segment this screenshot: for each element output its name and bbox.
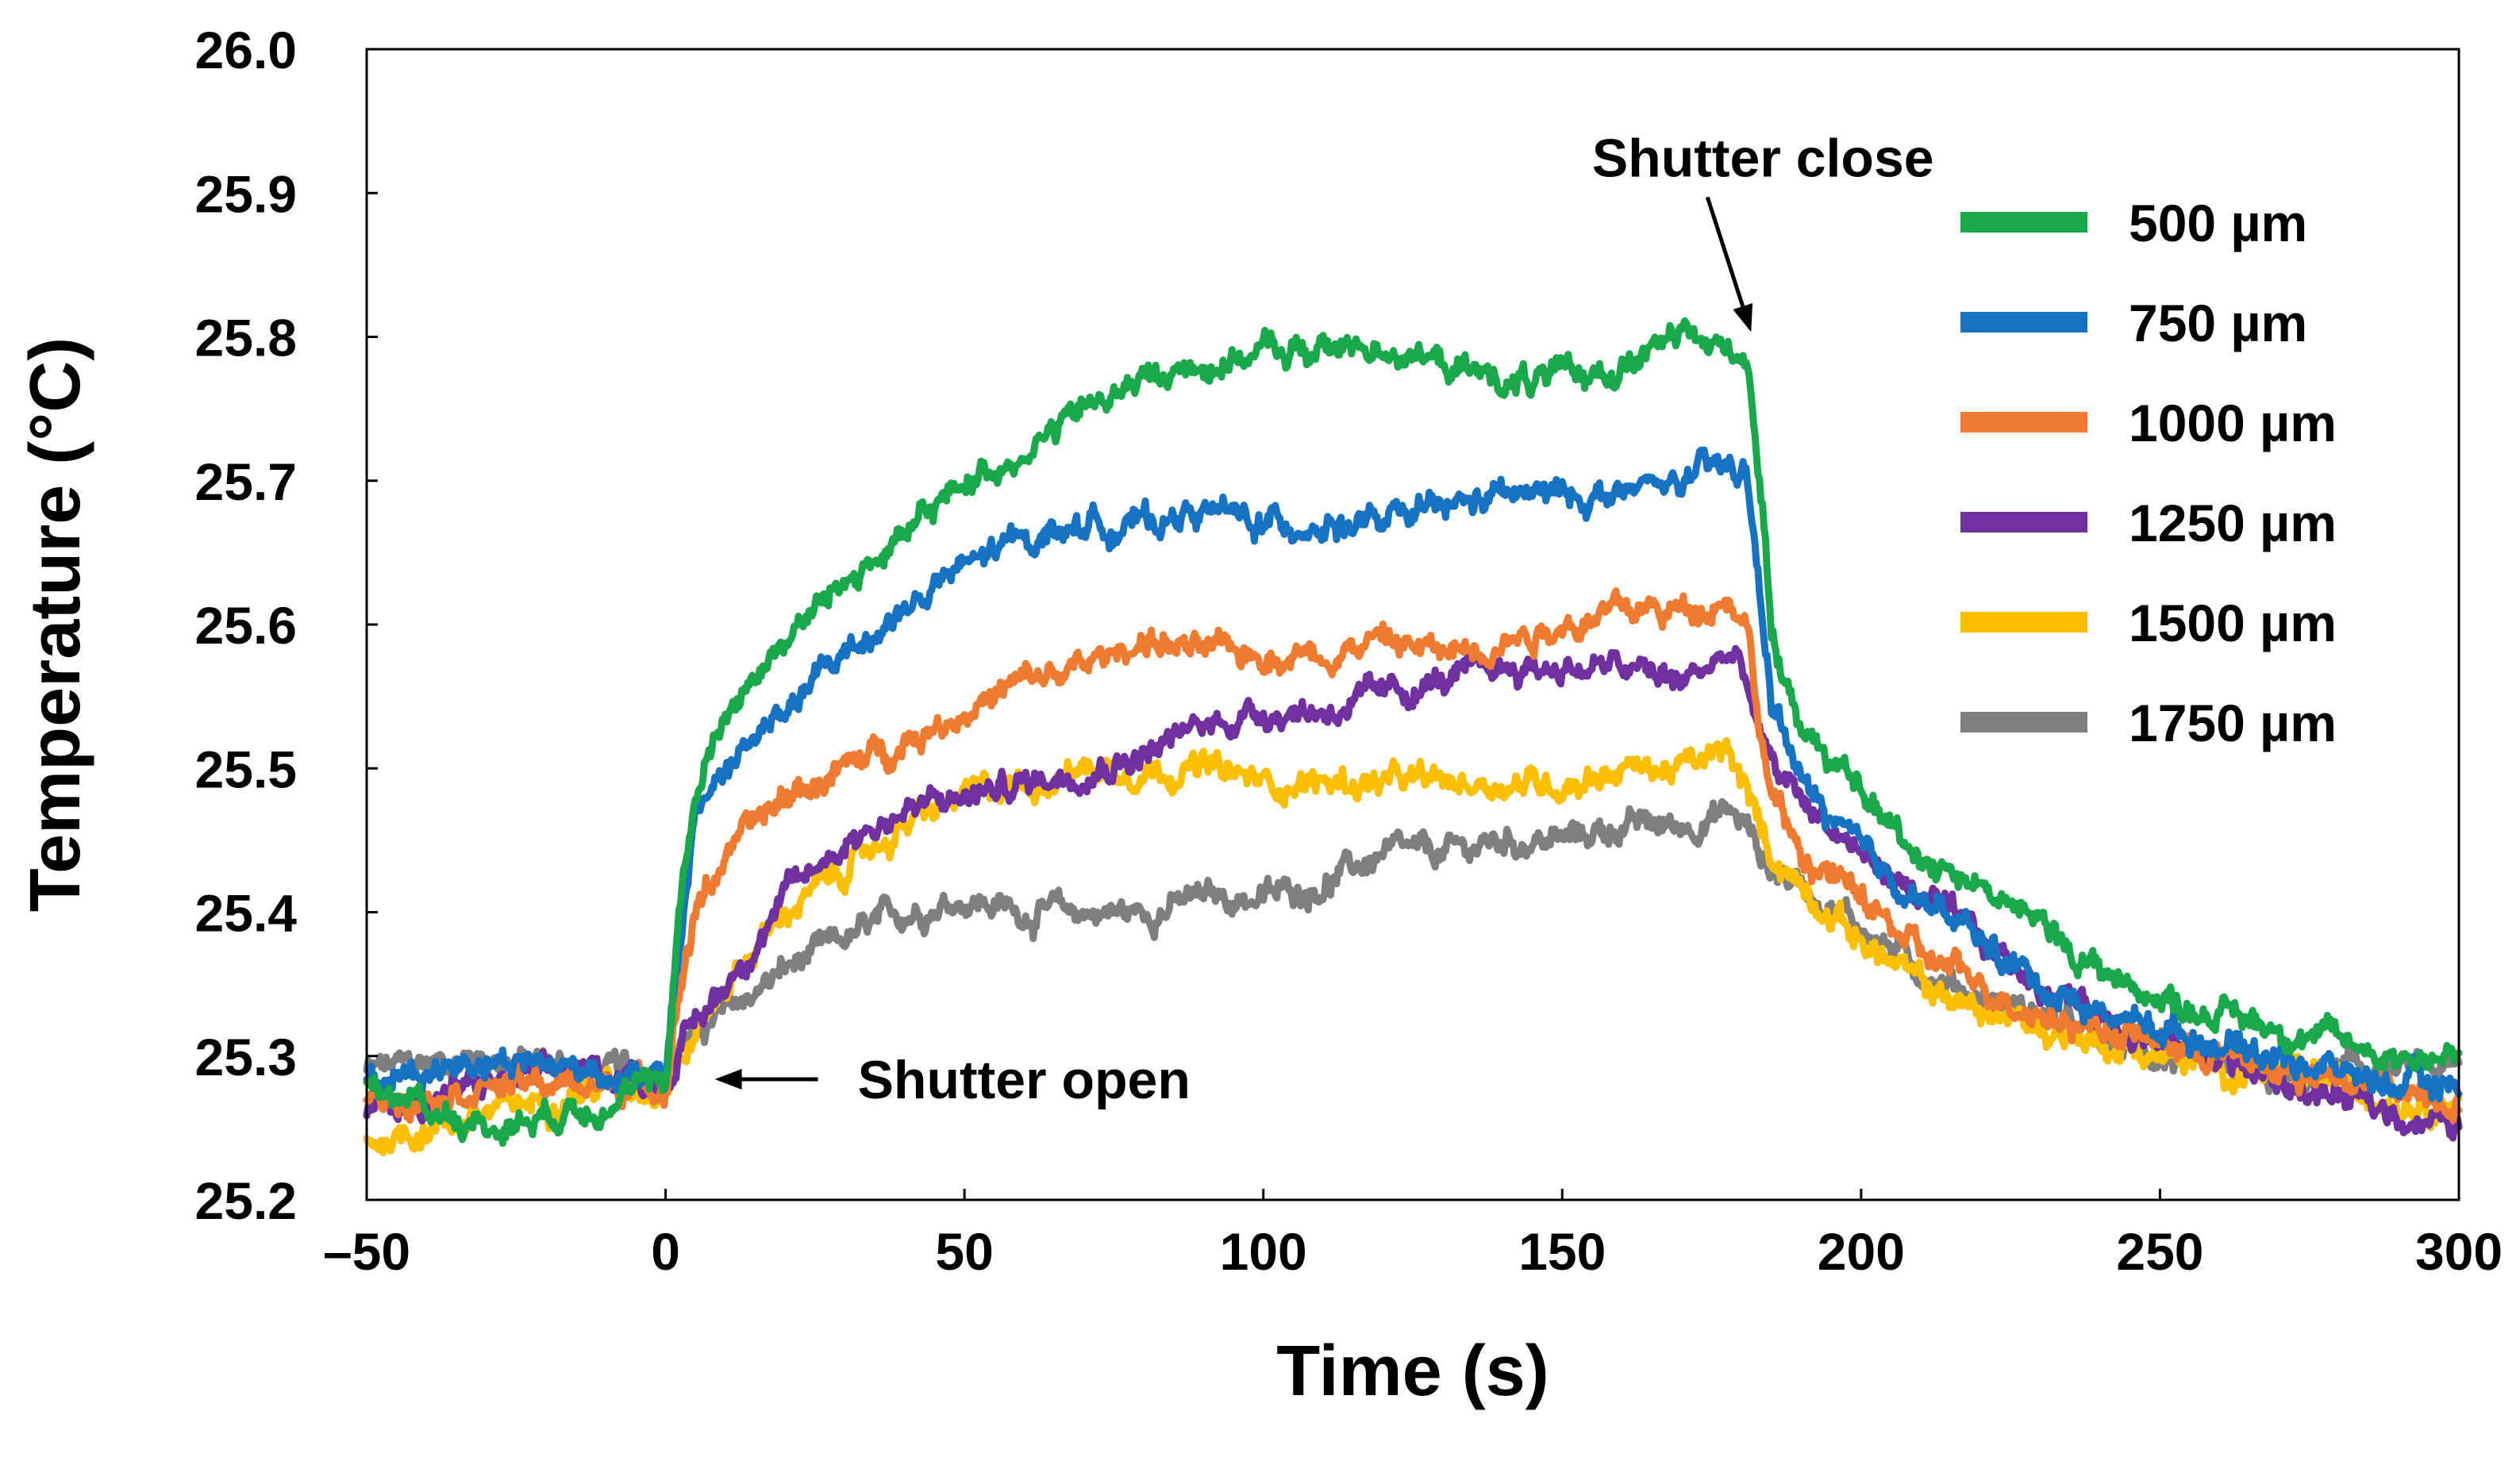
x-tick-label: 50 bbox=[935, 1222, 993, 1281]
y-tick-label: 25.6 bbox=[195, 596, 297, 655]
y-axis-title: Temperature (°C) bbox=[16, 337, 95, 912]
legend-label-1: 500 µm bbox=[2129, 194, 2307, 252]
x-tick-label: 150 bbox=[1518, 1222, 1606, 1281]
y-axis: 25.2 25.3 25.4 25.5 25.6 25.7 25.8 25.9 26.0 bbox=[195, 21, 378, 1230]
x-axis-title: Time (s) bbox=[1276, 1332, 1549, 1411]
shutter-close-label: Shutter close bbox=[1592, 128, 1934, 188]
y-tick-label: 25.3 bbox=[195, 1028, 297, 1086]
annotations: Shutter open Shutter close bbox=[714, 128, 1934, 1110]
x-tick-label: 200 bbox=[1818, 1222, 1905, 1281]
shutter-close-arrowhead bbox=[1733, 303, 1753, 333]
shutter-open-arrowhead bbox=[714, 1068, 742, 1090]
x-tick-label: 0 bbox=[651, 1222, 680, 1281]
y-tick-label: 25.4 bbox=[195, 884, 298, 943]
y-tick-label: 25.5 bbox=[195, 740, 297, 798]
shutter-close-arrow bbox=[1705, 196, 1745, 307]
series-group bbox=[363, 317, 2463, 1156]
y-tick-label: 25.8 bbox=[195, 309, 297, 367]
legend-label-5: 1500 µm bbox=[2129, 594, 2337, 652]
x-tick-label: 250 bbox=[2116, 1222, 2203, 1281]
y-tick-label: 26.0 bbox=[195, 21, 297, 79]
series-line-2 bbox=[363, 446, 2463, 1103]
x-tick-label: 300 bbox=[2415, 1222, 2503, 1281]
series-line-3 bbox=[363, 587, 2463, 1124]
y-tick-label: 25.2 bbox=[195, 1171, 297, 1230]
series-line-1 bbox=[363, 317, 2463, 1148]
x-tick-label: 100 bbox=[1220, 1222, 1307, 1281]
legend-label-4: 1250 µm bbox=[2129, 494, 2337, 552]
shutter-open-label: Shutter open bbox=[858, 1050, 1191, 1110]
y-tick-label: 25.9 bbox=[195, 164, 297, 223]
legend-label-2: 750 µm bbox=[2129, 294, 2307, 352]
x-axis: –50 0 50 100 150 200 250 300 bbox=[323, 1189, 2503, 1281]
y-tick-label: 25.7 bbox=[195, 452, 297, 511]
legend-label-3: 1000 µm bbox=[2129, 394, 2337, 452]
legend-label-6: 1750 µm bbox=[2129, 694, 2337, 752]
legend: 500 µm 750 µm 1000 µm 1250 µm 1500 µm 1750 µm bbox=[1960, 194, 2337, 752]
x-tick-label: –50 bbox=[323, 1222, 410, 1281]
